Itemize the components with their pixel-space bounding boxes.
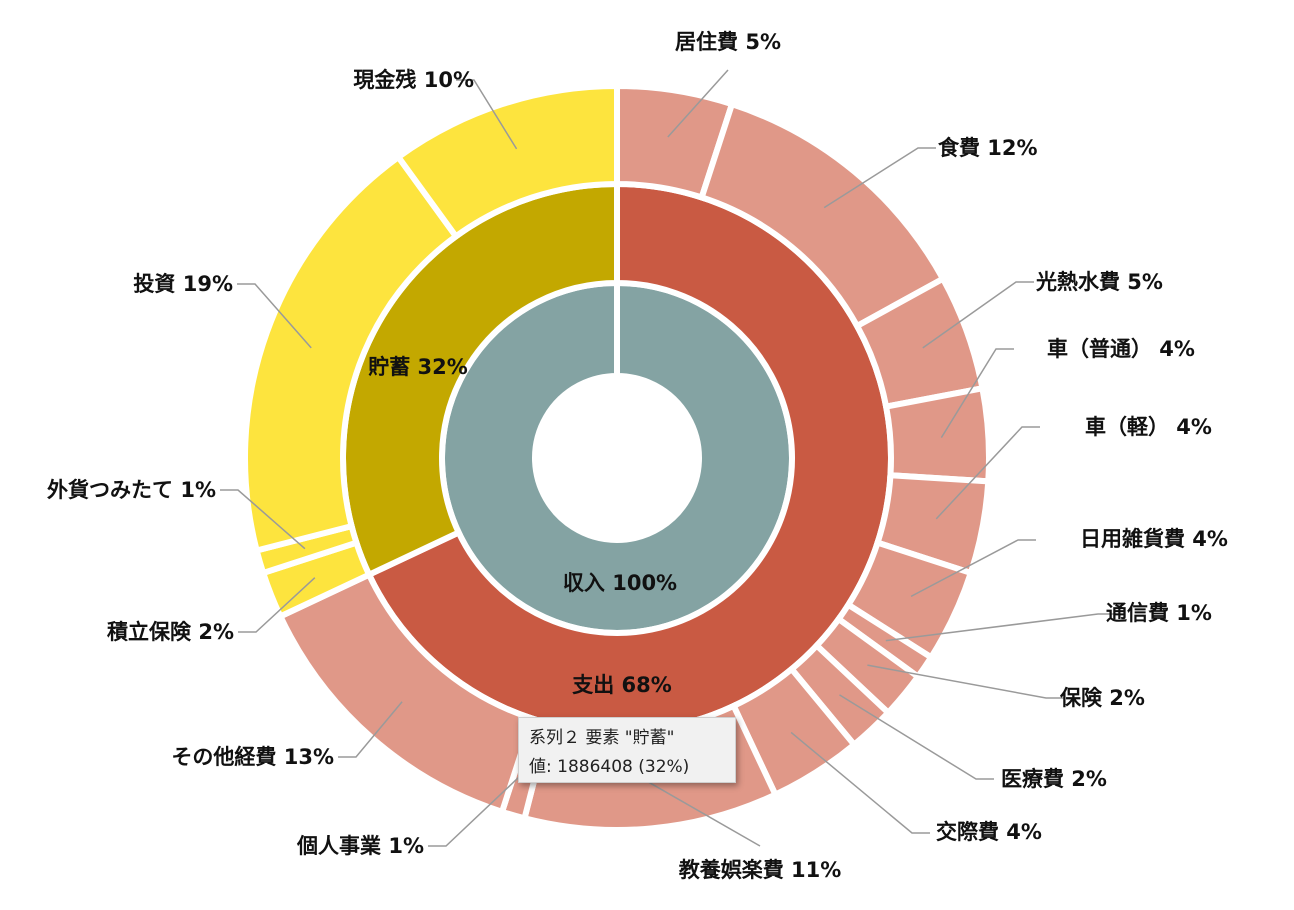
leader-line-5 bbox=[910, 539, 1036, 598]
outer-segment-label-7: 保険 2% bbox=[1059, 686, 1145, 710]
outer-segment-label-12: その他経費 13% bbox=[171, 745, 334, 769]
inner-segment-label: 収入 100% bbox=[563, 571, 677, 595]
outer-segment-label-6: 通信費 1% bbox=[1106, 601, 1212, 625]
leader-line-8 bbox=[839, 694, 994, 780]
leader-line-0 bbox=[667, 69, 729, 138]
leader-line-1 bbox=[823, 147, 936, 209]
outer-segment-label-13: 積立保険 2% bbox=[107, 620, 234, 644]
tooltip-series-line: 系列２ 要素 "貯蓄" bbox=[529, 728, 675, 748]
leader-line-3 bbox=[940, 348, 1014, 438]
outer-segment-label-15: 投資 19% bbox=[133, 272, 233, 296]
hover-tooltip: 系列２ 要素 "貯蓄" 値: 1886408 (32%) bbox=[518, 717, 736, 783]
outer-segment-label-8: 医療費 2% bbox=[1001, 767, 1107, 791]
leader-line-9 bbox=[790, 731, 930, 834]
outer-segment-label-16: 現金残 10% bbox=[353, 68, 474, 92]
leader-line-15 bbox=[237, 283, 312, 349]
outer-segment-label-1: 食費 12% bbox=[938, 136, 1038, 160]
outer-segment-label-4: 車（軽） 4% bbox=[1085, 415, 1212, 439]
leader-line-2 bbox=[922, 281, 1034, 349]
leader-line-7 bbox=[867, 664, 1064, 699]
middle-segment-label-0: 支出 68% bbox=[572, 673, 672, 697]
leader-line-14 bbox=[220, 489, 306, 550]
middle-segment-label-1: 貯蓄 32% bbox=[368, 355, 468, 379]
outer-segment-label-5: 日用雑貨費 4% bbox=[1080, 527, 1228, 551]
leader-line-10 bbox=[647, 780, 761, 847]
outer-segment-label-14: 外貨つみたて 1% bbox=[47, 478, 216, 502]
outer-segment-label-11: 個人事業 1% bbox=[296, 834, 424, 858]
inner-segment-0[interactable] bbox=[442, 283, 792, 633]
tooltip-value-line: 値: 1886408 (32%) bbox=[529, 757, 690, 777]
leader-line-13 bbox=[238, 577, 316, 633]
leader-line-4 bbox=[935, 426, 1040, 520]
outer-segment-3[interactable] bbox=[882, 384, 992, 485]
leader-line-6 bbox=[885, 613, 1116, 642]
outer-segment-label-0: 居住費 5% bbox=[675, 30, 781, 54]
outer-segment-16[interactable] bbox=[394, 82, 620, 241]
outer-segment-label-2: 光熱水費 5% bbox=[1035, 270, 1163, 294]
outer-segment-label-3: 車（普通） 4% bbox=[1047, 337, 1195, 361]
leader-line-12 bbox=[338, 701, 403, 758]
leader-line-11 bbox=[428, 769, 527, 847]
leader-line-16 bbox=[456, 79, 518, 150]
outer-segment-label-9: 交際費 4% bbox=[936, 820, 1042, 844]
outer-segment-label-10: 教養娯楽費 11% bbox=[679, 858, 842, 882]
